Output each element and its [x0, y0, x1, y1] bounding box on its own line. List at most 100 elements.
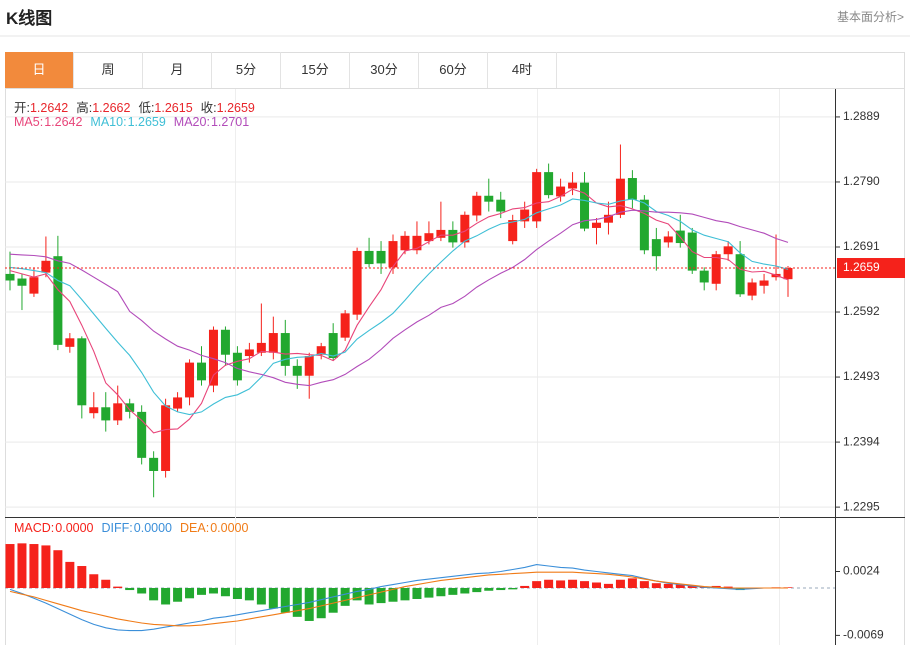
- ma-legend: MA5:1.2642 MA10:1.2659 MA20:1.2701: [14, 115, 249, 129]
- macd-bar: [675, 584, 685, 588]
- macd-bar: [663, 583, 673, 588]
- candle-body: [149, 457, 159, 471]
- macd-bar: [472, 587, 482, 593]
- legend-item: DEA:0.0000: [180, 521, 248, 535]
- macd-bar: [436, 587, 446, 597]
- candle-body: [568, 182, 578, 189]
- tab[interactable]: 周: [74, 52, 143, 88]
- legend-label: 收:: [200, 101, 217, 115]
- legend-item: 收:1.2659: [201, 97, 255, 116]
- candle-body: [627, 178, 637, 200]
- macd-bar: [208, 587, 218, 594]
- candle-body: [304, 356, 314, 376]
- candle-body: [388, 241, 398, 268]
- legend-item: MA5:1.2642: [14, 115, 82, 129]
- candle-body: [603, 214, 613, 223]
- macd-bar: [723, 586, 733, 588]
- macd-legend: MACD:0.0000 DIFF:0.0000 DEA:0.0000: [14, 521, 248, 535]
- candle-body: [316, 346, 326, 355]
- candle-body: [580, 182, 590, 229]
- candle-body: [615, 178, 625, 215]
- candle-body: [484, 195, 494, 202]
- candle-body: [5, 273, 15, 281]
- tab[interactable]: 30分: [350, 52, 419, 88]
- candle-body: [436, 229, 446, 238]
- legend-label: MA5:: [14, 115, 44, 129]
- legend-label: DIFF:: [101, 521, 133, 535]
- legend-value: 1.2642: [44, 115, 83, 129]
- fundamental-link[interactable]: 基本面分析>: [836, 10, 904, 24]
- y-tick-label: 1.2394: [843, 434, 880, 448]
- macd-bar: [173, 587, 183, 602]
- tab[interactable]: 日: [5, 52, 74, 88]
- legend-label: 低:: [138, 101, 155, 115]
- macd-panel: 0.0024 -0.0069: [5, 543, 884, 642]
- candle-body: [759, 280, 769, 286]
- candle-body: [412, 235, 422, 251]
- legend-label: DEA:: [180, 521, 210, 535]
- candle-body: [220, 329, 230, 355]
- macd-bar: [400, 587, 410, 601]
- legend-value: 0.0000: [55, 521, 94, 535]
- tab[interactable]: 月: [143, 52, 212, 88]
- macd-bar: [520, 585, 530, 588]
- legend-label: MA10:: [90, 115, 127, 129]
- macd-bar: [125, 587, 135, 591]
- macd-bar: [496, 587, 506, 591]
- macd-bar: [448, 587, 458, 595]
- legend-value: 1.2662: [92, 101, 131, 115]
- macd-bar: [484, 587, 494, 591]
- candle-body: [65, 338, 75, 347]
- indicator-line: [9, 571, 788, 627]
- candle-body: [292, 365, 302, 376]
- macd-bar: [556, 580, 566, 588]
- legend-label: 高:: [76, 101, 93, 115]
- macd-bar: [627, 578, 637, 588]
- candle-body: [508, 220, 518, 242]
- legend-item: MA20:1.2701: [174, 115, 249, 129]
- tab[interactable]: 15分: [281, 52, 350, 88]
- macd-bar: [508, 587, 518, 590]
- candle-body: [244, 349, 254, 357]
- candle-body: [532, 172, 542, 222]
- candle-body: [424, 233, 434, 242]
- legend-item: MA10:1.2659: [90, 115, 165, 129]
- legend-item: MACD:0.0000: [14, 521, 94, 535]
- candle-body: [783, 268, 793, 280]
- macd-bar: [388, 587, 398, 602]
- candle-body: [520, 209, 530, 222]
- macd-bar: [232, 587, 242, 599]
- candle-body: [448, 229, 458, 243]
- y-tick-label: 0.0024: [843, 564, 880, 578]
- macd-bar: [17, 543, 27, 588]
- candle-body: [161, 405, 171, 471]
- candle-body: [17, 278, 27, 286]
- tab[interactable]: 5分: [212, 52, 281, 88]
- legend-value: 1.2615: [154, 101, 193, 115]
- legend-value: 1.2659: [216, 101, 255, 115]
- macd-bar: [328, 587, 338, 613]
- macd-bar: [639, 581, 649, 588]
- macd-bar: [687, 585, 697, 588]
- legend-value: 0.0000: [133, 521, 172, 535]
- legend-item: DIFF:0.0000: [102, 521, 172, 535]
- candle-body: [280, 333, 290, 366]
- tab[interactable]: 60分: [419, 52, 488, 88]
- legend-value: 1.2642: [29, 101, 69, 115]
- macd-bar: [65, 561, 75, 588]
- candle-body: [747, 282, 757, 296]
- tabs: 日周月 5分 15分 30分 60分 4时: [5, 52, 557, 88]
- macd-bar: [197, 587, 207, 595]
- macd-bar: [340, 587, 350, 606]
- macd-bar: [220, 587, 230, 597]
- candle-body: [699, 270, 709, 283]
- tab[interactable]: 4时: [488, 52, 557, 88]
- macd-bar: [244, 587, 254, 601]
- macd-bar: [316, 587, 326, 619]
- macd-bar: [185, 587, 195, 599]
- legend-item: 低:1.2615: [138, 97, 192, 116]
- macd-bar: [53, 550, 63, 588]
- candle-body: [173, 397, 183, 409]
- candle-body: [472, 195, 482, 216]
